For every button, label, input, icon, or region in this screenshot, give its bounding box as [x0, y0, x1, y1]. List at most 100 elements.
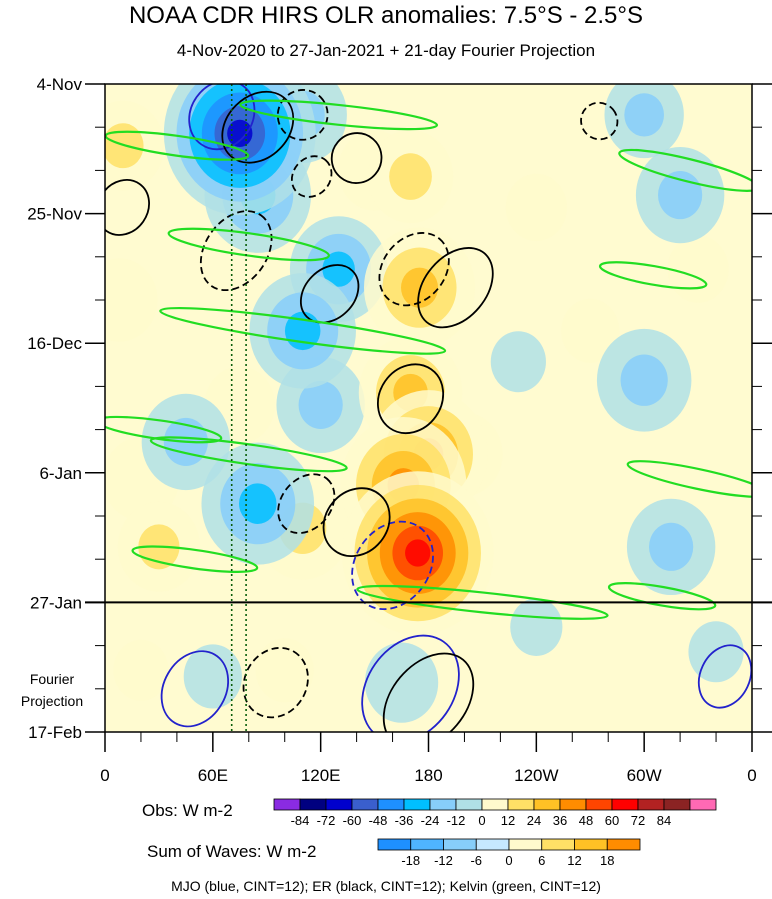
- waves-colorbar-tick-label: -18: [401, 853, 420, 868]
- waves-colorbar-swatch: [475, 838, 510, 851]
- x-tick-label: 120W: [514, 766, 558, 785]
- y-tick-label: 27-Jan: [30, 593, 82, 612]
- obs-colorbar-tick-label: -72: [317, 813, 336, 828]
- y-tick-label: 25-Nov: [27, 205, 82, 224]
- er-contour: [276, 89, 329, 141]
- obs-colorbar-swatch: [585, 798, 613, 811]
- x-tick-label: 0: [100, 766, 109, 785]
- kelvin-contour: [159, 306, 447, 355]
- obs-colorbar-swatch: [507, 798, 535, 811]
- er-contour: [378, 232, 450, 307]
- er-contour: [417, 247, 494, 329]
- er-contour: [299, 264, 360, 324]
- er-contour: [277, 473, 336, 534]
- mjo-contour: [697, 644, 752, 709]
- er-contour: [580, 101, 619, 141]
- waves-colorbar-swatch: [377, 838, 412, 851]
- obs-colorbar-swatch: [273, 798, 301, 811]
- anomaly-blob: [658, 171, 703, 220]
- anomaly-blob: [505, 173, 567, 242]
- waves-colorbar-swatch: [541, 838, 575, 851]
- mjo-contour: [351, 520, 434, 611]
- kelvin-contour: [618, 148, 752, 192]
- anomaly-blob: [113, 639, 169, 701]
- anomaly-blob: [688, 621, 744, 683]
- y-tick-label: 6-Jan: [39, 464, 82, 483]
- er-contour: [290, 155, 333, 198]
- er-contour: [382, 652, 475, 732]
- obs-colorbar-tick-label: 24: [527, 813, 541, 828]
- obs-colorbar-swatch: [299, 798, 327, 811]
- obs-colorbar-swatch: [429, 798, 457, 811]
- y-tick-label: 17-Feb: [28, 723, 82, 742]
- obs-colorbar-swatch: [559, 798, 587, 811]
- obs-colorbar-swatch: [455, 798, 483, 811]
- axis-ticks: [85, 83, 772, 752]
- x-tick-label: 180: [414, 766, 442, 785]
- er-contour: [242, 646, 309, 719]
- obs-colorbar-tick-label: -84: [291, 813, 310, 828]
- obs-colorbar-swatch: [325, 798, 353, 811]
- anomaly-blob: [322, 251, 355, 287]
- obs-colorbar-tick-label: -24: [421, 813, 440, 828]
- obs-colorbar-tick-label: 72: [631, 813, 645, 828]
- anomaly-blob: [298, 380, 343, 429]
- obs-colorbar-label: Obs: W m-2: [142, 801, 233, 820]
- x-tick-label: 60E: [198, 766, 228, 785]
- anomaly-blob: [239, 483, 277, 524]
- obs-colorbar-tick-label: 36: [553, 813, 567, 828]
- obs-colorbar-swatch: [533, 798, 561, 811]
- waves-colorbar-swatch: [443, 838, 477, 851]
- er-contour: [221, 90, 295, 164]
- kelvin-contour: [167, 227, 330, 262]
- obs-colorbar-swatch: [611, 798, 639, 811]
- obs-colorbar-swatch: [351, 798, 379, 811]
- obs-colorbar-swatch: [377, 798, 405, 811]
- obs-colorbar-tick-label: 48: [579, 813, 593, 828]
- er-contour: [199, 210, 273, 292]
- projection-label: Fourier: [30, 671, 75, 687]
- colorbars: -84 -72 -60 -48 -36 -24 -12 0 12 24 36 48 60 72 84-18-…: [273, 798, 717, 868]
- mjo-contour: [188, 84, 256, 151]
- anomaly-blob: [624, 93, 665, 137]
- er-contour: [105, 179, 150, 236]
- anomaly-blob: [510, 598, 563, 656]
- kelvin-contour: [239, 99, 439, 131]
- waves-colorbar-tick-label: 0: [505, 853, 512, 868]
- anomaly-blob: [364, 642, 439, 723]
- x-tick-label: 0: [747, 766, 756, 785]
- waves-colorbar-tick-label: 6: [538, 853, 545, 868]
- er-contour: [377, 363, 445, 434]
- y-tick-label: 16-Dec: [27, 334, 82, 353]
- anomaly-blob: [389, 153, 432, 200]
- anomaly-blob: [105, 258, 158, 342]
- wave-contours: [105, 84, 752, 732]
- anomaly-blob: [227, 119, 253, 148]
- waves-colorbar-swatch: [410, 838, 444, 851]
- kelvin-contour: [131, 545, 259, 573]
- dotted-longitude-lines: [230, 84, 247, 732]
- mjo-contour: [160, 650, 230, 728]
- obs-colorbar-swatch: [689, 798, 717, 811]
- waves-colorbar-label: Sum of Waves: W m-2: [147, 842, 317, 861]
- anomaly-blob: [649, 522, 694, 571]
- chart-title: NOAA CDR HIRS OLR anomalies: 7.5°S - 2.5…: [128, 2, 644, 29]
- obs-colorbar-tick-label: -60: [343, 813, 362, 828]
- mjo-contour: [361, 634, 460, 732]
- obs-colorbar-swatch: [403, 798, 431, 811]
- anomaly-blob: [667, 235, 729, 303]
- anomaly-field: [105, 84, 744, 723]
- anomaly-blob: [255, 638, 314, 703]
- obs-colorbar-swatch: [637, 798, 665, 811]
- chart-subtitle: 4-Nov-2020 to 27-Jan-2021 + 21-day Fouri…: [176, 41, 596, 60]
- waves-colorbar-tick-label: 12: [567, 853, 581, 868]
- footnote: MJO (blue, CINT=12); ER (black, CINT=12)…: [171, 878, 601, 894]
- kelvin-contour: [149, 436, 348, 473]
- axis-labels: 4-Nov 25-Nov 16-Dec 6-Jan 27-Jan 17-Feb 0 60E 12…: [21, 75, 757, 785]
- waves-colorbar-tick-label: -12: [434, 853, 453, 868]
- waves-colorbar-swatch: [606, 838, 641, 851]
- obs-colorbar-swatch: [481, 798, 509, 811]
- er-contour: [330, 132, 383, 184]
- anomaly-blob: [620, 354, 668, 406]
